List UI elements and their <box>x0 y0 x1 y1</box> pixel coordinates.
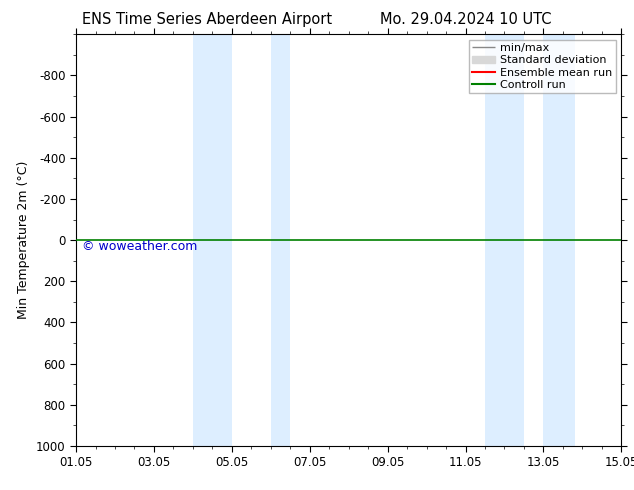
Bar <box>271 34 290 446</box>
Text: ENS Time Series Aberdeen Airport: ENS Time Series Aberdeen Airport <box>82 12 333 27</box>
Legend: min/max, Standard deviation, Ensemble mean run, Controll run: min/max, Standard deviation, Ensemble me… <box>469 40 616 93</box>
Y-axis label: Min Temperature 2m (°C): Min Temperature 2m (°C) <box>18 161 30 319</box>
Text: Mo. 29.04.2024 10 UTC: Mo. 29.04.2024 10 UTC <box>380 12 552 27</box>
Bar <box>485 34 524 446</box>
Text: © woweather.com: © woweather.com <box>82 240 197 253</box>
Bar <box>543 34 574 446</box>
Bar <box>193 34 232 446</box>
